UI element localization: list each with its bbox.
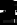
Bar [11,18,13,24]
Bar [9,15,10,24]
Bar [14,18,15,24]
Bar [6,17,7,24]
Bar [12,2,13,10]
Text: Antisense
TRPM-2 ODN: Antisense TRPM-2 ODN [0,12,17,25]
Bar [6,7,7,10]
Bar [3,2,4,10]
Bar [7,7,8,10]
Bar [13,2,14,10]
Text: Mismatch
control ODN: Mismatch control ODN [0,12,17,25]
Bar [15,3,16,10]
Bar [4,5,5,10]
Bar [9,7,10,10]
Bar [3,19,5,24]
Text: FIG. 2: FIG. 2 [0,10,17,25]
Bar [10,2,11,10]
